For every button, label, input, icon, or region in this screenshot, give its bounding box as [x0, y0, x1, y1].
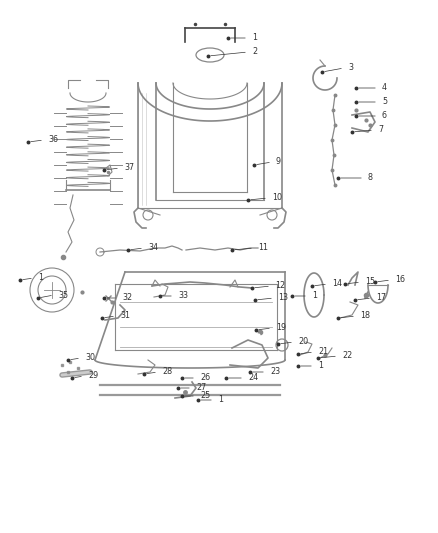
Text: 7: 7 — [378, 125, 383, 134]
Text: 1: 1 — [318, 361, 323, 370]
Text: 6: 6 — [382, 111, 387, 120]
Text: 14: 14 — [332, 279, 342, 288]
Text: 26: 26 — [200, 374, 210, 383]
Text: 4: 4 — [382, 84, 387, 93]
Text: 31: 31 — [120, 311, 130, 320]
Text: 13: 13 — [278, 294, 288, 303]
Text: 28: 28 — [162, 367, 172, 376]
Text: 9: 9 — [276, 157, 281, 166]
Text: 24: 24 — [248, 374, 258, 383]
Text: 3: 3 — [348, 63, 353, 72]
Text: 27: 27 — [196, 384, 206, 392]
Text: 1: 1 — [218, 395, 223, 405]
Text: 30: 30 — [85, 353, 95, 362]
Text: 1: 1 — [252, 34, 257, 43]
Text: 25: 25 — [200, 392, 210, 400]
Text: 29: 29 — [88, 372, 98, 381]
Text: 33: 33 — [178, 292, 188, 301]
Text: 35: 35 — [58, 290, 68, 300]
Text: 8: 8 — [368, 174, 373, 182]
Text: 21: 21 — [318, 348, 328, 357]
Text: 5: 5 — [382, 98, 387, 107]
Text: 16: 16 — [395, 276, 405, 285]
Text: 1: 1 — [312, 292, 317, 301]
Text: 20: 20 — [298, 337, 308, 346]
Text: 15: 15 — [365, 278, 375, 287]
Text: 12: 12 — [275, 281, 285, 290]
Text: 36: 36 — [48, 135, 58, 144]
Text: 2: 2 — [252, 47, 257, 56]
Text: 11: 11 — [258, 244, 268, 253]
Text: 17: 17 — [376, 294, 386, 303]
Text: 23: 23 — [270, 367, 280, 376]
Text: 18: 18 — [360, 311, 370, 320]
Text: 22: 22 — [342, 351, 352, 360]
Text: 1: 1 — [38, 273, 43, 282]
Text: 19: 19 — [276, 324, 286, 333]
Text: 34: 34 — [148, 244, 158, 253]
Text: 32: 32 — [122, 294, 132, 303]
Text: 10: 10 — [272, 193, 282, 203]
Text: 37: 37 — [124, 164, 134, 173]
